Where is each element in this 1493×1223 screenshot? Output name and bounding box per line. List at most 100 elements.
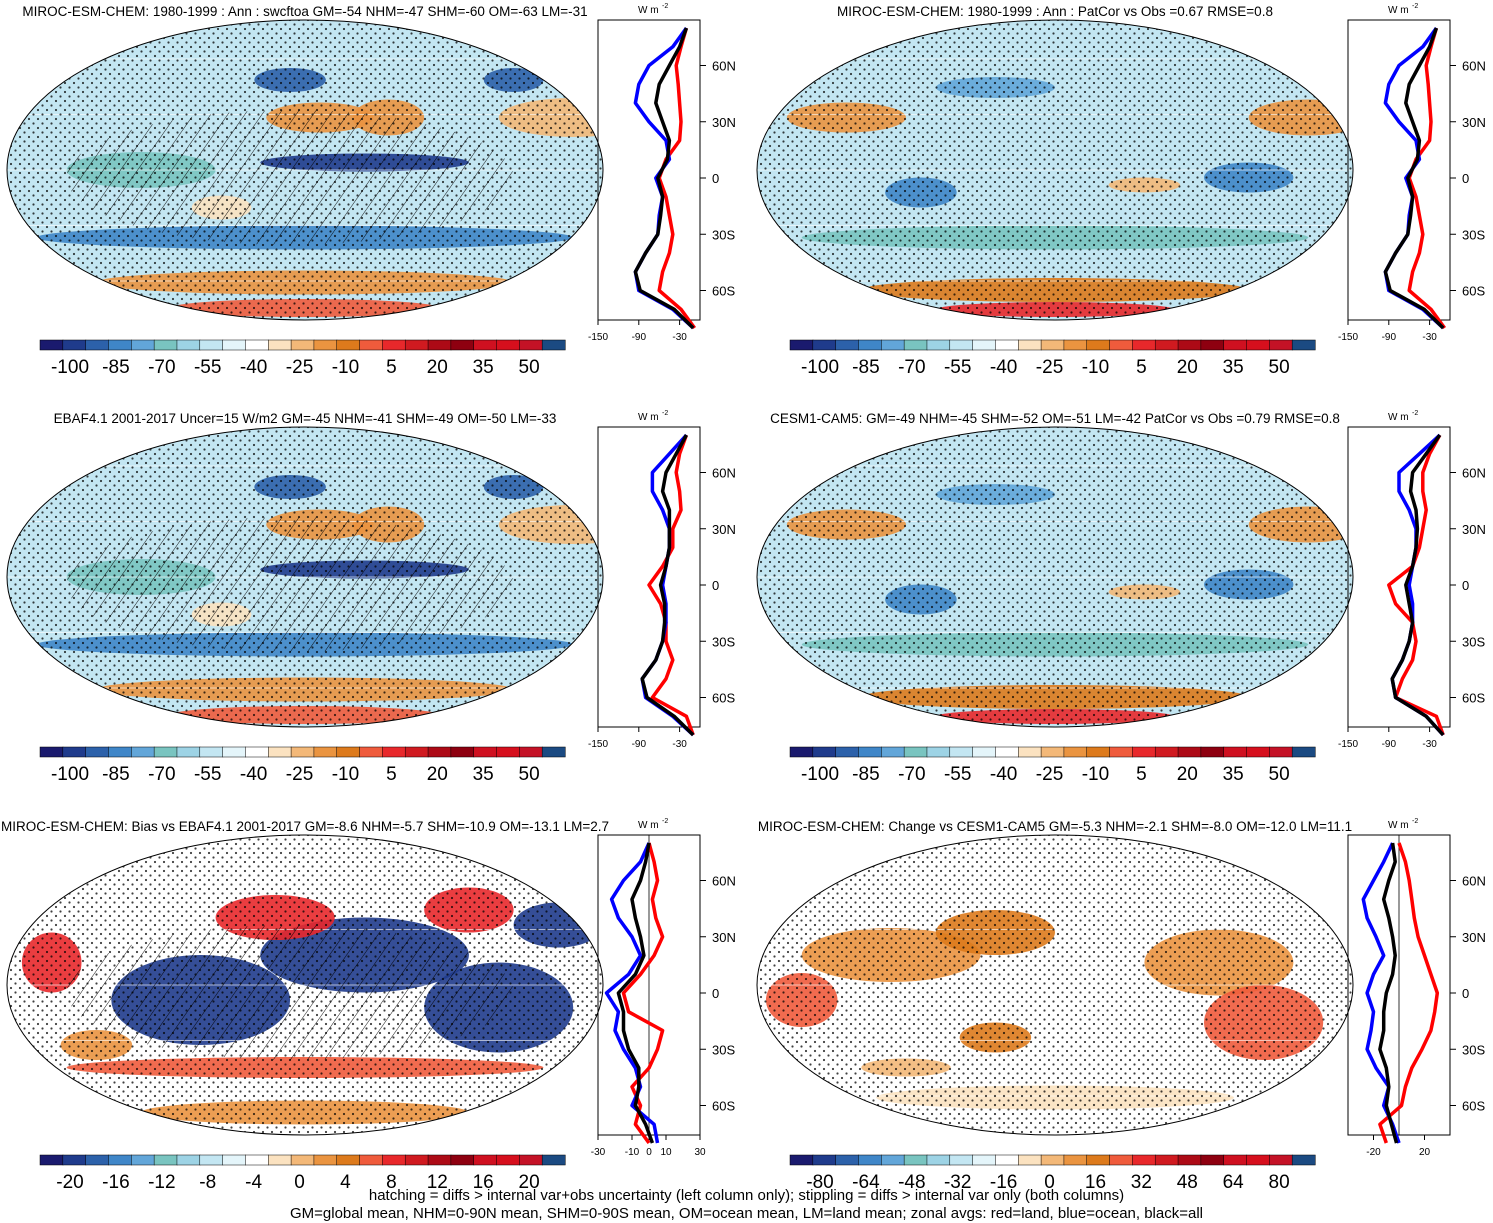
footnote-line-2: GM=global mean, NHM=0-90N mean, SHM=0-90… bbox=[289, 1205, 1203, 1222]
colorbar-label: 0 bbox=[1044, 1172, 1055, 1193]
colorbar-swatch bbox=[926, 1154, 951, 1166]
colorbar-label: -10 bbox=[332, 357, 359, 378]
profile-xtick-label: -150 bbox=[588, 739, 608, 750]
colorbar-swatch bbox=[541, 746, 566, 758]
profile-unit-sup: -2 bbox=[662, 818, 668, 825]
colorbar-swatch bbox=[473, 746, 498, 758]
colorbar-label: -10 bbox=[1082, 764, 1109, 785]
profile-ytick-label: 30N bbox=[1462, 930, 1486, 945]
colorbar-swatch bbox=[1018, 339, 1042, 351]
profile-ytick-label: 0 bbox=[712, 578, 719, 593]
colorbar-swatch bbox=[268, 746, 292, 758]
colorbar-swatch bbox=[835, 339, 860, 351]
colorbar-swatch bbox=[290, 746, 315, 758]
colorbar-swatch bbox=[496, 746, 520, 758]
colorbar-swatch bbox=[108, 746, 132, 758]
colorbar-swatch bbox=[835, 746, 860, 758]
colorbar-label: 20 bbox=[1177, 764, 1198, 785]
map-outline bbox=[6, 426, 604, 728]
profile-line-all bbox=[1378, 842, 1399, 1144]
colorbar-label: -70 bbox=[148, 357, 175, 378]
map-field bbox=[7, 427, 603, 727]
colorbar-label: 50 bbox=[519, 764, 540, 785]
profile-line-land bbox=[1387, 434, 1445, 736]
profile-line-all bbox=[1390, 433, 1445, 737]
profile-ytick-label: 0 bbox=[1462, 986, 1469, 1001]
colorbar-swatch bbox=[995, 339, 1019, 351]
colorbar-swatch bbox=[473, 1154, 498, 1166]
colorbar-swatch bbox=[199, 746, 224, 758]
profile-ytick-label: 0 bbox=[712, 986, 719, 1001]
panel-middle-right: CESM1-CAM5: GM=-49 NHM=-45 SHM=-52 OM=-5… bbox=[756, 410, 1486, 785]
colorbar-label: -85 bbox=[852, 357, 879, 378]
profile-xtick-label: -30 bbox=[1422, 739, 1437, 750]
colorbar-label: -100 bbox=[801, 764, 839, 785]
zonal-profile: W m -2 60N 30N 0 30S 60S -20 20 bbox=[1347, 818, 1486, 1158]
colorbar-label: -100 bbox=[51, 357, 89, 378]
colorbar-swatch bbox=[903, 746, 928, 758]
colorbar-swatch bbox=[949, 1154, 974, 1166]
colorbar-label: -100 bbox=[801, 357, 839, 378]
colorbar-label: -40 bbox=[990, 357, 1017, 378]
colorbar-swatch bbox=[1291, 339, 1316, 351]
colorbar-swatch bbox=[245, 339, 269, 351]
colorbar: -100 -85 -70 -55 -40 -25 -10 5 20 35 50 bbox=[789, 339, 1316, 378]
profile-line-land bbox=[621, 842, 665, 1145]
panel-title: MIROC-ESM-CHEM: Bias vs EBAF4.1 2001-201… bbox=[1, 819, 609, 834]
colorbar-swatch bbox=[1269, 746, 1293, 758]
colorbar-swatch bbox=[949, 339, 974, 351]
map-field bbox=[757, 835, 1353, 1135]
profile-ytick-label: 30N bbox=[712, 115, 736, 130]
profile-line-all bbox=[633, 27, 695, 330]
colorbar-swatch bbox=[812, 746, 837, 758]
colorbar-label: 35 bbox=[1223, 764, 1244, 785]
colorbar-swatch bbox=[858, 1154, 882, 1166]
profile-frame bbox=[1347, 426, 1451, 728]
colorbar-swatch bbox=[1269, 339, 1293, 351]
profile-xtick-label: -30 bbox=[1422, 332, 1437, 343]
colorbar-swatch bbox=[881, 339, 905, 351]
profile-line-land bbox=[1378, 842, 1440, 1144]
colorbar-label: 35 bbox=[473, 764, 494, 785]
profile-ytick-label: 30S bbox=[1462, 1042, 1485, 1057]
colorbar-label: 8 bbox=[386, 1172, 397, 1193]
colorbar-swatch bbox=[39, 1154, 64, 1166]
colorbar-label: 4 bbox=[340, 1172, 351, 1193]
colorbar-swatch bbox=[949, 746, 974, 758]
colorbar-swatch bbox=[62, 339, 87, 351]
colorbar-label: 64 bbox=[1223, 1172, 1245, 1193]
map-field bbox=[7, 835, 603, 1135]
colorbar-swatch bbox=[1063, 746, 1088, 758]
colorbar-label: 48 bbox=[1177, 1172, 1198, 1193]
colorbar-swatch bbox=[858, 339, 882, 351]
colorbar-swatch bbox=[858, 746, 882, 758]
profile-ytick-label: 30N bbox=[1462, 115, 1486, 130]
profile-frame bbox=[597, 426, 701, 728]
colorbar-swatch bbox=[153, 339, 178, 351]
colorbar-label: -16 bbox=[102, 1172, 129, 1193]
profile-unit: W m bbox=[1388, 5, 1409, 16]
map-field bbox=[7, 20, 603, 320]
colorbar-swatch bbox=[290, 1154, 315, 1166]
profile-xtick-label: -20 bbox=[1366, 1147, 1381, 1158]
colorbar-label: 35 bbox=[1223, 357, 1244, 378]
colorbar-label: 5 bbox=[1136, 764, 1147, 785]
profile-ytick-label: 0 bbox=[712, 171, 719, 186]
colorbar-swatch bbox=[1200, 1154, 1225, 1166]
colorbar-swatch bbox=[1132, 746, 1156, 758]
profile-frame bbox=[597, 19, 701, 321]
colorbar-swatch bbox=[153, 746, 178, 758]
colorbar-label: -64 bbox=[852, 1172, 880, 1193]
colorbar-swatch bbox=[835, 1154, 860, 1166]
colorbar-swatch bbox=[176, 746, 201, 758]
profile-ytick-label: 30S bbox=[712, 227, 735, 242]
colorbar-swatch bbox=[199, 1154, 224, 1166]
colorbar-swatch bbox=[881, 746, 905, 758]
colorbar-label: -85 bbox=[852, 764, 879, 785]
colorbar-label: 32 bbox=[1131, 1172, 1152, 1193]
colorbar-swatch bbox=[359, 1154, 383, 1166]
stippling bbox=[757, 835, 1353, 1135]
colorbar-label: -55 bbox=[944, 357, 971, 378]
map-outline bbox=[6, 834, 604, 1136]
colorbar-swatch bbox=[1200, 339, 1225, 351]
